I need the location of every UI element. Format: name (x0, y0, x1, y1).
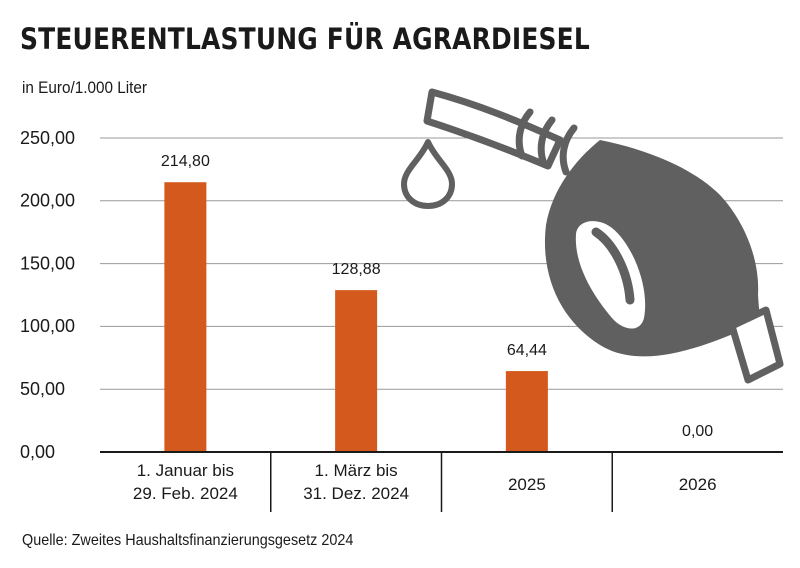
y-tick-label: 200,00 (20, 191, 75, 211)
hose-connector (728, 306, 784, 384)
y-tick-label: 250,00 (20, 128, 75, 148)
nozzle-ring (559, 124, 578, 176)
nozzle-ring (515, 108, 534, 160)
y-tick-label: 100,00 (20, 316, 75, 336)
chart-title: STEUERENTLASTUNG FÜR AGRARDIESEL (20, 22, 590, 56)
bar (505, 371, 548, 452)
fuel-drop-icon (401, 139, 455, 209)
y-axis-ticks: 0,00 50,00 100,00 150,00 200,00 250,00 (20, 128, 75, 462)
x-tick-label: 2026 (679, 475, 717, 494)
fuel-nozzle-icon (401, 88, 784, 384)
y-tick-label: 0,00 (20, 442, 55, 462)
x-tick-label: 1. März bis (315, 461, 398, 480)
y-tick-label: 150,00 (20, 253, 75, 273)
x-tick-label: 1. Januar bis (137, 461, 234, 480)
y-axis-unit: in Euro/1.000 Liter (22, 78, 148, 97)
nozzle-ring (537, 116, 556, 168)
x-axis (100, 451, 783, 512)
x-tick-label: 31. Dez. 2024 (303, 484, 409, 503)
nozzle-spout (423, 88, 564, 170)
bar-value-label: 64,44 (507, 342, 547, 359)
bar (335, 290, 378, 452)
x-axis-labels: 1. Januar bis 29. Feb. 2024 1. März bis 31.… (133, 461, 717, 503)
x-tick-label: 2025 (508, 475, 546, 494)
value-labels: 214,80 128,88 64,44 0,00 (161, 153, 713, 440)
x-tick-label: 29. Feb. 2024 (133, 484, 238, 503)
nozzle-body (544, 140, 760, 357)
bar-value-label: 128,88 (332, 261, 381, 278)
bar-value-label: 214,80 (161, 153, 210, 170)
y-tick-label: 50,00 (20, 379, 65, 399)
bars (164, 182, 548, 453)
source-note: Quelle: Zweites Haushaltsfinanzierungsge… (22, 532, 354, 549)
bar (164, 182, 207, 453)
nozzle-trigger (591, 227, 635, 305)
bar-value-label: 0,00 (682, 423, 713, 440)
